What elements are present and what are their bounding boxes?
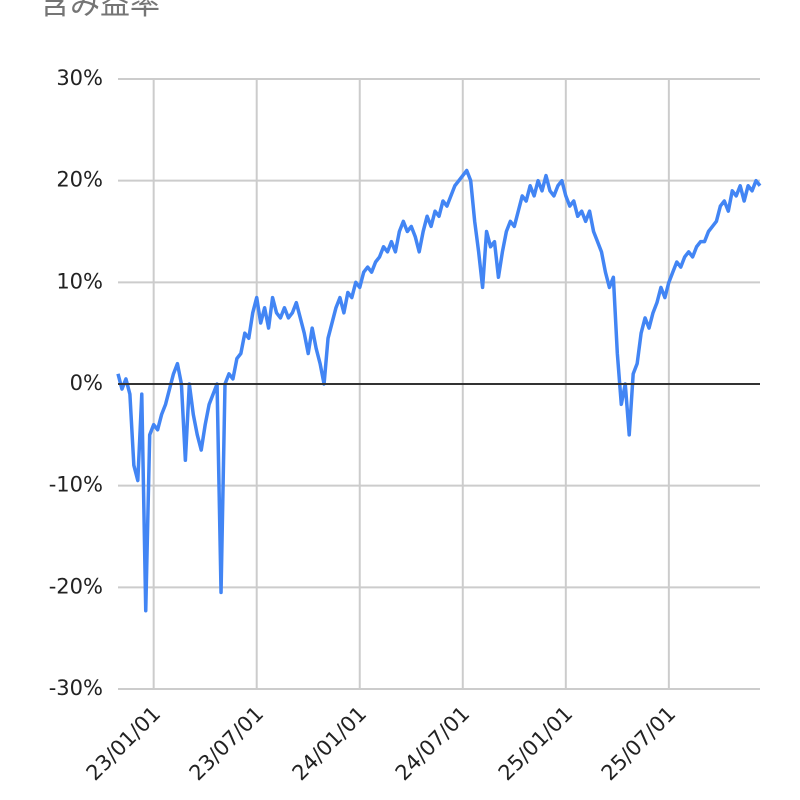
x-tick-label: 24/01/01 xyxy=(288,702,372,786)
y-tick-label: 30% xyxy=(56,66,103,90)
data-line xyxy=(116,168,762,613)
x-tick-label: 24/07/01 xyxy=(391,702,475,786)
chart-title: 含み益率 xyxy=(40,0,160,22)
y-tick-label: 0% xyxy=(70,371,103,395)
y-tick-label: 20% xyxy=(56,168,103,192)
y-tick-label: 10% xyxy=(56,269,103,293)
x-tick-label: 23/01/01 xyxy=(82,702,166,786)
x-tick-label: 25/07/01 xyxy=(597,702,681,786)
x-tick-label: 25/01/01 xyxy=(494,702,578,786)
y-tick-label: -10% xyxy=(49,473,103,497)
y-tick-label: -20% xyxy=(49,574,103,598)
x-tick-label: 23/07/01 xyxy=(185,702,269,786)
y-tick-label: -30% xyxy=(49,676,103,700)
